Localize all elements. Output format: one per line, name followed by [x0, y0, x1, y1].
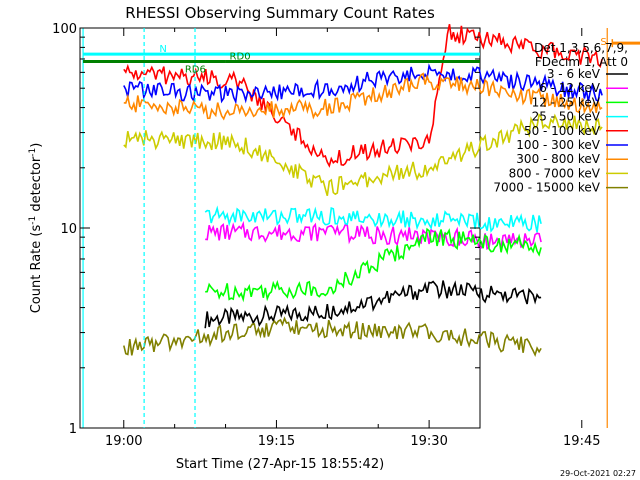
y-axis-label-sup2: -1 [28, 148, 38, 157]
series-50-100-kev [123, 24, 603, 168]
series-300-800-kev-segment-1 [123, 72, 603, 121]
x-tick-label-19-00: 19:00 [105, 434, 142, 449]
legend-label: 6 - 12 keV [539, 81, 601, 95]
series-layer [123, 24, 603, 358]
legend-label: 50 - 100 keV [524, 124, 601, 138]
series-25-50-kev-segment-1 [204, 205, 542, 233]
chart-title: RHESSI Observing Summary Count Rates [125, 4, 435, 22]
x-tick-label-19-30: 19:30 [410, 434, 447, 449]
legend-label: 300 - 800 keV [516, 152, 600, 166]
flag-s: S [600, 37, 640, 48]
legend-item-50-100-kev: 50 - 100 keV [524, 124, 628, 138]
flag-bar-layer: N RD0 RD6 S [83, 37, 640, 75]
series-12-25-kev-segment-1 [205, 227, 542, 303]
legend-item-300-800-kev: 300 - 800 keV [516, 152, 628, 166]
footer-date: 29-Oct-2021 02:27 [560, 469, 636, 478]
legend-item-25-50-kev: 25 - 50 keV [532, 110, 628, 124]
flag-rd6: RD6 [83, 59, 226, 75]
series-800-7000-kev-segment-1 [123, 113, 603, 197]
series-100-300-kev [123, 63, 603, 105]
flag-rd0-label: RD0 [230, 51, 251, 62]
legend-item-12-25-kev: 12 - 25 keV [532, 95, 628, 109]
x-tick-label-19-15: 19:15 [258, 434, 295, 449]
y-axis-label-sup1: -1 [28, 216, 38, 225]
y-axis-label-mid: detector [29, 156, 44, 216]
flag-n-label: N [159, 44, 166, 55]
series-800-7000-kev [123, 113, 603, 197]
legend-item-100-300-kev: 100 - 300 keV [516, 138, 628, 152]
flag-rd0: RD0 [225, 51, 480, 63]
series-300-800-kev [123, 72, 603, 121]
flag-s-label: S [600, 37, 606, 48]
legend-label: 7000 - 15000 keV [493, 181, 600, 195]
legend-header-line-1: Det 1,3,5,6,7,9, [534, 41, 628, 55]
legend-item-7000-15000-kev: 7000 - 15000 keV [493, 181, 628, 195]
series-3-6-kev-segment-1 [204, 280, 542, 329]
y-tick-label-10: 10 [60, 222, 77, 237]
series-6-12-kev [205, 220, 542, 251]
legend-item-3-6-kev: 3 - 6 keV [547, 67, 628, 81]
series-12-25-kev [205, 227, 542, 303]
legend-label: 3 - 6 keV [547, 67, 601, 81]
x-axis-label: Start Time (27-Apr-15 18:55:42) [176, 457, 384, 472]
legend-item-6-12-kev: 6 - 12 keV [539, 81, 628, 95]
x-tick-label-19-45: 19:45 [563, 434, 600, 449]
flag-rd6-label: RD6 [185, 64, 206, 75]
series-3-6-kev [204, 280, 542, 329]
legend-item-800-7000-kev: 800 - 7000 keV [509, 166, 628, 180]
y-tick-label-100: 100 [52, 22, 77, 37]
series-50-100-kev-segment-1 [123, 24, 603, 168]
y-axis-label: Count Rate (s-1 detector-1) [28, 143, 44, 314]
legend-label: 800 - 7000 keV [509, 166, 601, 180]
legend-label: 12 - 25 keV [532, 95, 601, 109]
series-100-300-kev-segment-1 [123, 63, 603, 105]
y-axis-label-end: ) [29, 143, 44, 148]
y-tick-layer: 1 10 100 [52, 22, 480, 437]
legend-label: 25 - 50 keV [532, 110, 601, 124]
y-axis-label-main: Count Rate (s [29, 225, 44, 314]
legend-header-line-2: FDecim 1, Att 0 [535, 55, 628, 69]
y-tick-label-1: 1 [69, 422, 77, 437]
series-25-50-kev [204, 205, 542, 233]
legend: Det 1,3,5,6,7,9, FDecim 1, Att 0 3 - 6 k… [493, 41, 628, 195]
flag-n: N [83, 44, 480, 56]
series-6-12-kev-segment-1 [205, 220, 542, 251]
legend-label: 100 - 300 keV [516, 138, 600, 152]
series-7000-15000-kev [123, 316, 542, 358]
series-7000-15000-kev-segment-1 [123, 316, 542, 358]
